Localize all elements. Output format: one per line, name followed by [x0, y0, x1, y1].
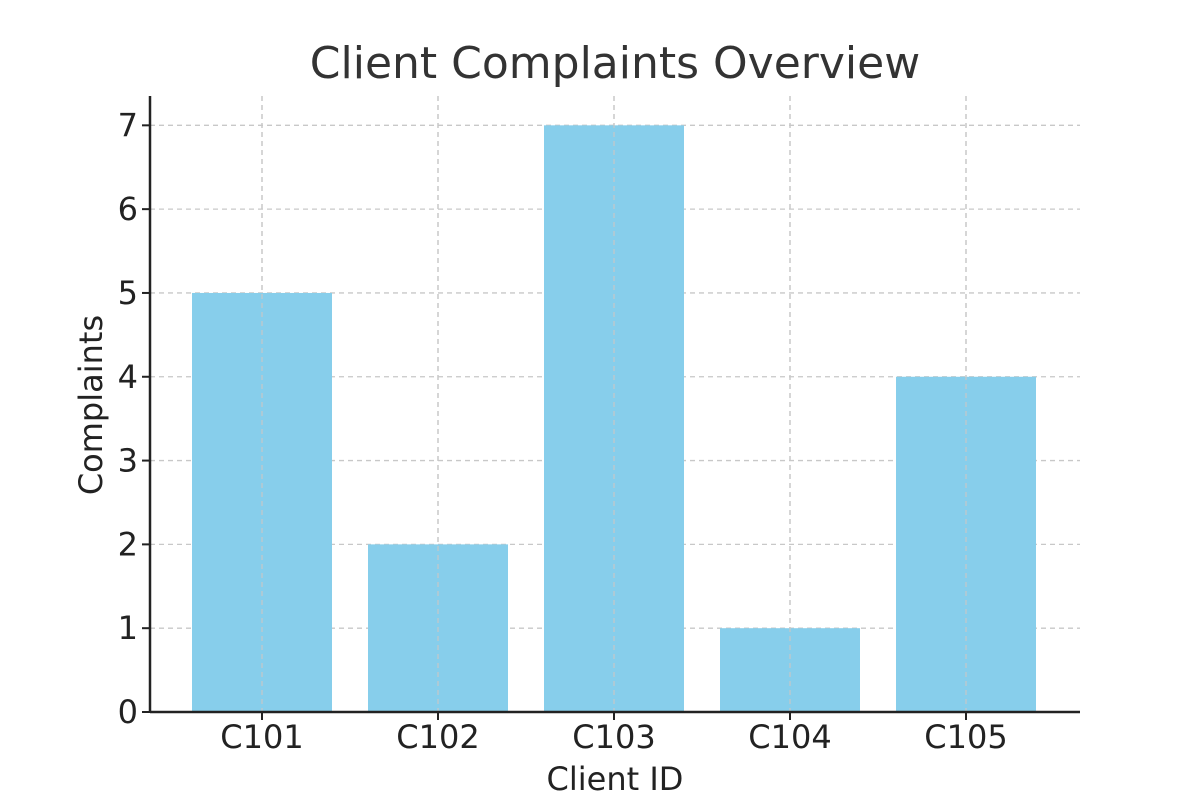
y-tick-label: 3 — [118, 442, 138, 480]
axes-layer — [142, 96, 1080, 720]
bar-c104 — [720, 628, 860, 712]
x-tick-label-c105: C105 — [924, 718, 1007, 756]
x-tick-label-c101: C101 — [220, 718, 303, 756]
bars-layer — [192, 96, 1036, 713]
chart-title: Client Complaints Overview — [310, 38, 920, 89]
tick-labels-layer: 0 1 2 3 4 5 6 7 C101 C102 C103 C104 C105 — [118, 106, 1008, 756]
bar-c105 — [896, 376, 1036, 712]
y-tick-label: 6 — [118, 190, 138, 228]
x-axis-label: Client ID — [547, 760, 684, 798]
y-tick-label: 7 — [118, 106, 138, 144]
y-tick-label: 1 — [118, 609, 138, 647]
y-axis-label: Complaints — [72, 315, 110, 495]
x-tick-label-c102: C102 — [396, 718, 479, 756]
y-tick-label: 2 — [118, 525, 138, 563]
y-tick-label: 5 — [118, 274, 138, 312]
y-tick-label: 4 — [118, 358, 138, 396]
y-tick-label: 0 — [118, 693, 138, 731]
x-tick-label-c103: C103 — [572, 718, 655, 756]
x-tick-label-c104: C104 — [748, 718, 831, 756]
